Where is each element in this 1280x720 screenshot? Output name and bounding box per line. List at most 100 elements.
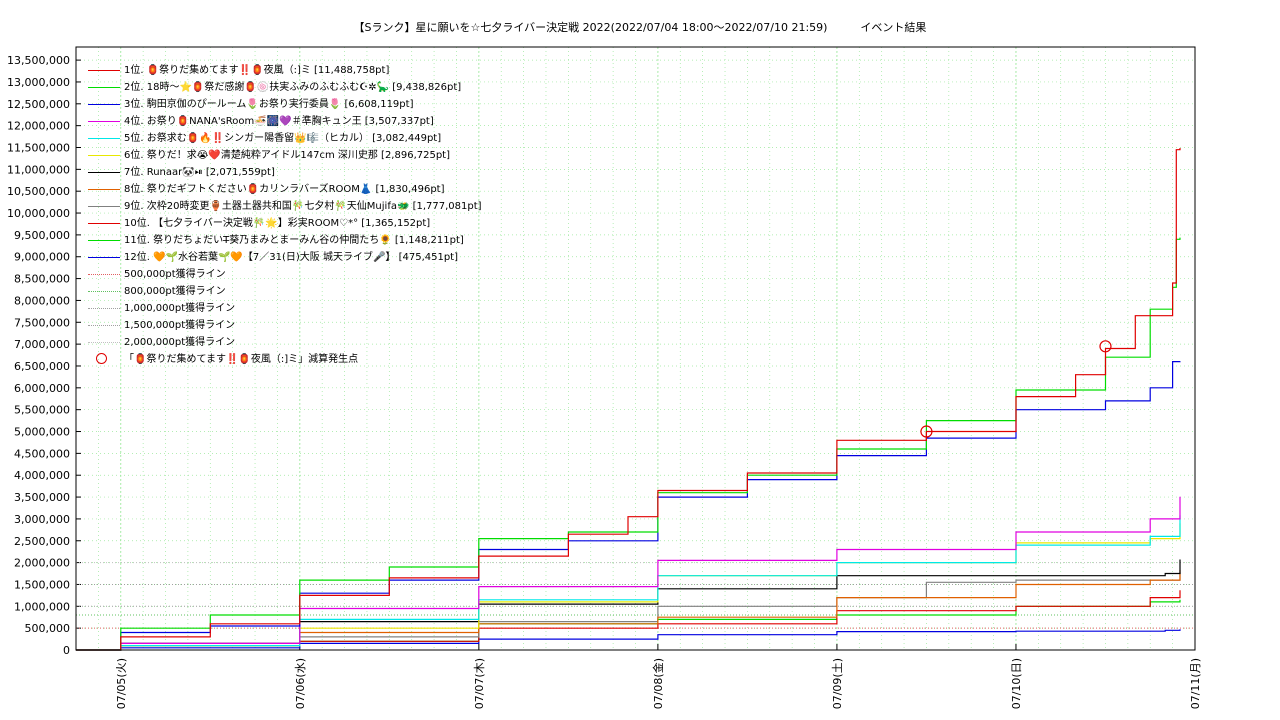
legend-label: 8位. 祭りだギフトください🏮カリンラバーズROOM👗 [1,830,496pt…	[124, 184, 445, 195]
y-tick-label: 10,000,000	[7, 207, 70, 220]
series-line-1	[76, 148, 1181, 651]
legend-item-series: 2位. 18時〜⭐🏮祭だ感謝🏮🍥扶実ふみのふむふむ☪✲🦕 [9,438,826p…	[84, 79, 549, 96]
legend-label: 3位. 駒田京伽のぴールーム🌷お祭り実行委員🌷 [6,608,119pt]	[124, 99, 414, 110]
legend-label: 12位. 🧡🌱水谷若葉🌱🧡【7／31(日)大阪 城天ライブ🎤】 [475,451…	[124, 252, 459, 263]
y-tick-label: 12,500,000	[7, 98, 70, 111]
y-tick-label: 6,500,000	[14, 360, 70, 373]
legend-label: 6位. 祭りだ！求😭❤️清楚純粋アイドル147cm 深川史那 [2,896,72…	[124, 150, 451, 161]
y-tick-label: 2,000,000	[14, 557, 70, 570]
legend-swatch	[88, 87, 120, 88]
legend-swatch	[88, 240, 120, 241]
series-line-7	[76, 559, 1181, 651]
chart-legend: 1位. 🏮祭りだ集めてます‼️🏮夜風（:]ミ [11,488,758pt] 2位.…	[84, 62, 549, 368]
legend-item-reference: 1,000,000pt獲得ライン	[84, 300, 549, 317]
legend-marker-icon	[96, 353, 107, 364]
x-tick-label: 07/09(土)	[831, 658, 844, 709]
series-line-11	[76, 599, 1181, 651]
legend-label: 500,000pt獲得ライン	[124, 269, 226, 280]
y-tick-label: 1,500,000	[14, 578, 70, 591]
deduction-marker	[1099, 340, 1112, 353]
legend-item-series: 1位. 🏮祭りだ集めてます‼️🏮夜風（:]ミ [11,488,758pt]	[84, 62, 549, 79]
legend-item-series: 3位. 駒田京伽のぴールーム🌷お祭り実行委員🌷 [6,608,119pt]	[84, 96, 549, 113]
legend-item-series: 11位. 祭りだちょだいT̶葵乃まみとまーみん谷の仲間たち🌻 [1,148,21…	[84, 232, 549, 249]
legend-swatch	[88, 206, 120, 207]
x-tick-label: 07/06(水)	[294, 658, 307, 709]
y-tick-label: 5,500,000	[14, 404, 70, 417]
legend-swatch	[88, 70, 120, 71]
legend-swatch	[88, 155, 120, 156]
legend-label: 10位. 【七夕ライバー決定戦🎋🌟】彩実ROOM♡*° [1,365,152pt…	[124, 218, 431, 229]
y-tick-label: 4,000,000	[14, 469, 70, 482]
y-tick-label: 0	[63, 644, 70, 657]
legend-item-reference: 800,000pt獲得ライン	[84, 283, 549, 300]
legend-item-reference: 500,000pt獲得ライン	[84, 266, 549, 283]
y-tick-label: 8,500,000	[14, 273, 70, 286]
y-tick-label: 11,500,000	[7, 142, 70, 155]
x-tick-label: 07/10(日)	[1010, 658, 1023, 709]
legend-swatch	[88, 138, 120, 139]
y-tick-label: 3,000,000	[14, 513, 70, 526]
legend-swatch	[88, 223, 120, 224]
legend-item-reference: 1,500,000pt獲得ライン	[84, 317, 549, 334]
x-tick-label: 07/11(月)	[1189, 658, 1202, 709]
y-tick-label: 11,000,000	[7, 163, 70, 176]
legend-swatch	[88, 291, 120, 292]
x-tick-label: 07/05(火)	[115, 658, 128, 709]
legend-item-series: 12位. 🧡🌱水谷若葉🌱🧡【7／31(日)大阪 城天ライブ🎤】 [475,451…	[84, 249, 549, 266]
y-tick-label: 9,500,000	[14, 229, 70, 242]
plot-frame	[75, 46, 1196, 651]
legend-item-series: 7位. Runaar🐼⏯ [2,071,559pt]	[84, 164, 549, 181]
y-tick-label: 7,000,000	[14, 338, 70, 351]
legend-swatch	[88, 325, 120, 326]
legend-item-series: 8位. 祭りだギフトください🏮カリンラバーズROOM👗 [1,830,496pt…	[84, 181, 549, 198]
legend-label: 2,000,000pt獲得ライン	[124, 337, 236, 348]
y-tick-label: 1,000,000	[14, 600, 70, 613]
legend-label: 5位. お祭求む🏮🔥‼️シンガー陽香留👑🎼（ヒカル） [3,082,449pt]	[124, 133, 442, 144]
legend-swatch	[88, 274, 120, 275]
legend-swatch	[88, 104, 120, 105]
y-tick-label: 12,000,000	[7, 120, 70, 133]
legend-item-reference: 2,000,000pt獲得ライン	[84, 334, 549, 351]
legend-label: 1,500,000pt獲得ライン	[124, 320, 236, 331]
y-tick-label: 10,500,000	[7, 185, 70, 198]
x-tick-label: 07/07(木)	[473, 658, 486, 709]
legend-item-series: 10位. 【七夕ライバー決定戦🎋🌟】彩実ROOM♡*° [1,365,152pt…	[84, 215, 549, 232]
legend-label: 7位. Runaar🐼⏯ [2,071,559pt]	[124, 167, 275, 178]
legend-swatch	[88, 189, 120, 190]
y-tick-label: 13,500,000	[7, 54, 70, 67]
legend-label: 11位. 祭りだちょだいT̶葵乃まみとまーみん谷の仲間たち🌻 [1,148,21…	[124, 235, 464, 246]
legend-label: 2位. 18時〜⭐🏮祭だ感謝🏮🍥扶実ふみのふむふむ☪✲🦕 [9,438,826p…	[124, 82, 462, 93]
y-tick-label: 13,000,000	[7, 76, 70, 89]
y-tick-label: 2,500,000	[14, 535, 70, 548]
y-tick-label: 3,500,000	[14, 491, 70, 504]
y-tick-label: 8,000,000	[14, 294, 70, 307]
legend-item-series: 4位. お祭り🏮NANA'sRoom🍜🎆💜＃準胸キュン王 [3,507,337p…	[84, 113, 549, 130]
series-line-4	[76, 496, 1181, 651]
x-tick-label: 07/08(金)	[651, 658, 665, 709]
legend-label: 1位. 🏮祭りだ集めてます‼️🏮夜風（:]ミ [11,488,758pt]	[124, 65, 390, 76]
legend-label: 9位. 次枠20時変更🏺土器土器共和国🎋七夕村🎋天仙Mujifa🐲 [1,777…	[124, 201, 482, 212]
legend-label: 「🏮祭りだ集めてます‼️🏮夜風（:]ミ」減算発生点	[124, 354, 359, 365]
legend-label: 1,000,000pt獲得ライン	[124, 303, 236, 314]
y-tick-label: 5,000,000	[14, 426, 70, 439]
legend-item-series: 6位. 祭りだ！求😭❤️清楚純粋アイドル147cm 深川史那 [2,896,72…	[84, 147, 549, 164]
legend-swatch	[88, 257, 120, 258]
series-line-3	[76, 361, 1181, 651]
legend-swatch	[88, 172, 120, 173]
deduction-marker	[920, 425, 933, 438]
legend-label: 4位. お祭り🏮NANA'sRoom🍜🎆💜＃準胸キュン王 [3,507,337p…	[124, 116, 434, 127]
legend-label: 800,000pt獲得ライン	[124, 286, 226, 297]
y-tick-label: 7,500,000	[14, 316, 70, 329]
y-tick-label: 6,000,000	[14, 382, 70, 395]
legend-item-series: 5位. お祭求む🏮🔥‼️シンガー陽香留👑🎼（ヒカル） [3,082,449pt]	[84, 130, 549, 147]
y-tick-label: 4,500,000	[14, 447, 70, 460]
legend-swatch	[88, 342, 120, 343]
chart-title: 【Sランク】星に願いを☆七夕ライバー決定戦 2022(2022/07/04 18…	[353, 21, 927, 34]
series-line-12	[76, 629, 1181, 651]
legend-item-marker: 「🏮祭りだ集めてます‼️🏮夜風（:]ミ」減算発生点	[84, 351, 549, 368]
y-tick-label: 500,000	[25, 622, 71, 635]
y-tick-label: 9,000,000	[14, 251, 70, 264]
legend-swatch	[88, 121, 120, 122]
legend-item-series: 9位. 次枠20時変更🏺土器土器共和国🎋七夕村🎋天仙Mujifa🐲 [1,777…	[84, 198, 549, 215]
